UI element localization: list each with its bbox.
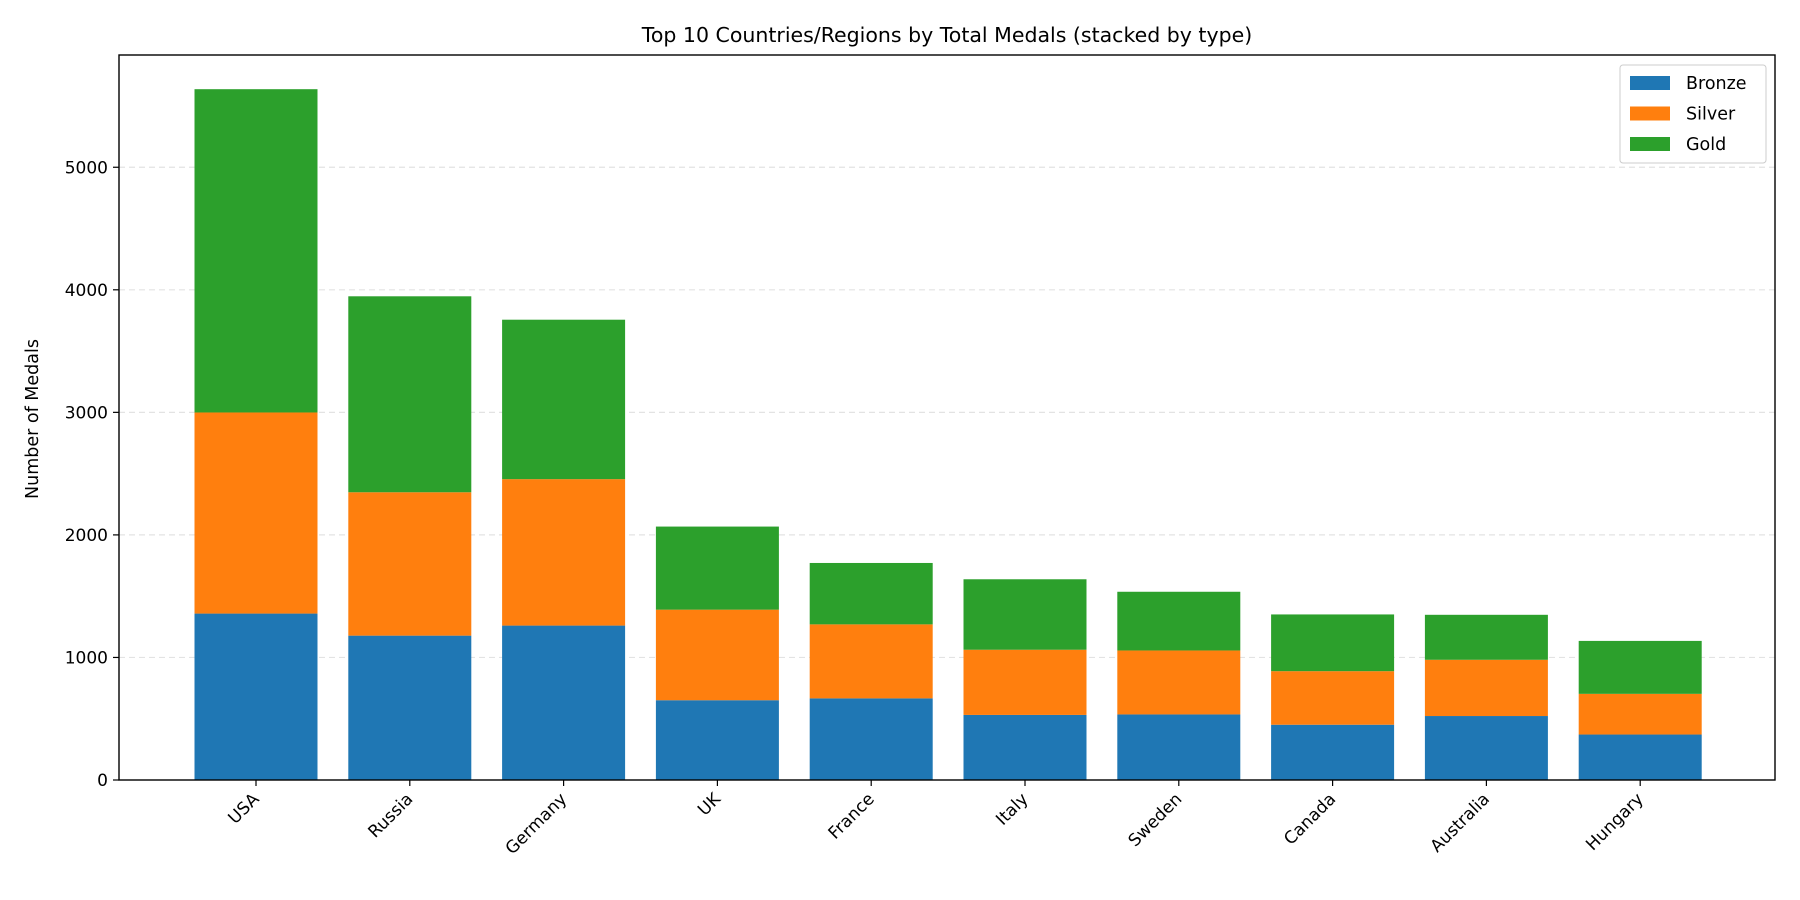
- bar-bronze: [809, 698, 933, 780]
- bar-gold: [1424, 614, 1548, 660]
- bar-bronze: [194, 613, 318, 780]
- bar-gold: [194, 89, 318, 413]
- legend-label-bronze: Bronze: [1686, 74, 1747, 94]
- bar-gold: [655, 526, 779, 610]
- y-tick-label: 1000: [65, 648, 108, 668]
- y-axis-ticks: 0 1000 2000 3000 4000 5000: [65, 158, 119, 791]
- y-tick-label: 4000: [65, 281, 108, 301]
- bar-bronze: [1578, 734, 1702, 780]
- x-tick-label: Italy: [992, 789, 1032, 829]
- bars: [194, 89, 1702, 780]
- axes: [118, 54, 1776, 781]
- bar-gold: [1117, 591, 1241, 651]
- legend: Bronze Silver Gold: [1619, 64, 1767, 164]
- x-tick-label: Germany: [502, 789, 571, 858]
- x-tick-label: Hungary: [1582, 789, 1647, 854]
- bar-bronze: [1424, 716, 1548, 780]
- legend-label-silver: Silver: [1686, 105, 1736, 125]
- plot-frame: [118, 54, 1776, 781]
- bar-silver: [502, 479, 626, 626]
- bar-bronze: [655, 700, 779, 780]
- legend-label-gold: Gold: [1686, 135, 1726, 155]
- bar-silver: [348, 492, 472, 636]
- bar-silver: [655, 609, 779, 701]
- bar-bronze: [348, 635, 472, 780]
- legend-swatch-silver: [1630, 106, 1670, 121]
- x-tick-label: Canada: [1280, 789, 1340, 849]
- chart-title: Top 10 Countries/Regions by Total Medals…: [641, 23, 1252, 47]
- legend-swatch-gold: [1630, 137, 1670, 151]
- bar-bronze: [1271, 724, 1395, 780]
- bar-silver: [1271, 671, 1395, 725]
- bar-bronze: [963, 714, 1087, 780]
- bar-silver: [1424, 659, 1548, 717]
- y-tick-label: 5000: [65, 158, 108, 178]
- bar-bronze: [502, 625, 626, 780]
- y-tick-label: 3000: [65, 403, 108, 423]
- x-axis-ticks: USA Russia Germany UK France Italy Sweden Canad…: [225, 780, 1648, 859]
- bar-silver: [1578, 693, 1702, 735]
- x-tick-label: Russia: [365, 789, 418, 842]
- bar-gold: [1578, 640, 1702, 694]
- bar-bronze: [1117, 714, 1241, 780]
- y-tick-label: 2000: [65, 526, 108, 546]
- bar-gold: [809, 562, 933, 625]
- x-tick-label: USA: [225, 789, 264, 828]
- x-tick-label: Australia: [1427, 789, 1494, 856]
- bar-gold: [1271, 614, 1395, 672]
- bar-silver: [809, 624, 933, 699]
- bar-silver: [194, 412, 318, 614]
- x-tick-label: UK: [694, 789, 725, 820]
- bar-gold: [963, 579, 1087, 650]
- y-tick-label: 0: [97, 771, 108, 791]
- y-axis-title: Number of Medals: [23, 339, 43, 499]
- bar-gold: [502, 319, 626, 480]
- bar-silver: [963, 649, 1087, 715]
- bar-gold: [348, 296, 472, 493]
- x-tick-label: Sweden: [1125, 789, 1187, 851]
- x-tick-label: France: [825, 789, 879, 843]
- bar-silver: [1117, 650, 1241, 715]
- legend-swatch-bronze: [1630, 76, 1670, 90]
